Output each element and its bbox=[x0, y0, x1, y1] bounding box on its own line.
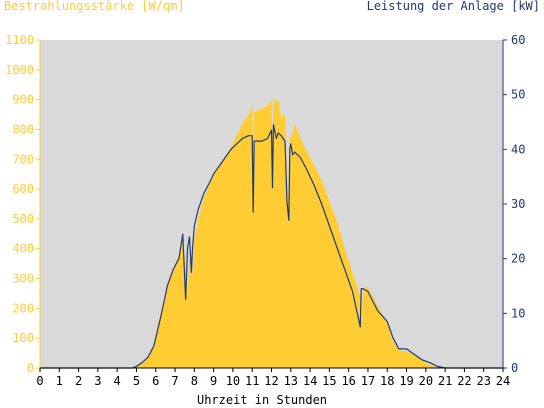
x-tick-label: 23 bbox=[476, 374, 490, 388]
left-tick-label: 1000 bbox=[5, 63, 34, 77]
left-tick-label: 700 bbox=[12, 152, 34, 166]
x-axis-label: Uhrzeit in Stunden bbox=[197, 393, 327, 407]
x-tick-label: 15 bbox=[322, 374, 336, 388]
left-tick-label: 500 bbox=[12, 212, 34, 226]
left-tick-label: 900 bbox=[12, 93, 34, 107]
x-tick-label: 0 bbox=[36, 374, 43, 388]
axis-layer: 0100200300400500600700800900100011000102… bbox=[5, 33, 525, 388]
x-tick-label: 19 bbox=[399, 374, 413, 388]
left-tick-label: 300 bbox=[12, 272, 34, 286]
x-tick-label: 13 bbox=[284, 374, 298, 388]
x-tick-label: 9 bbox=[210, 374, 217, 388]
right-tick-label: 30 bbox=[511, 197, 525, 211]
x-tick-label: 22 bbox=[457, 374, 471, 388]
x-tick-label: 18 bbox=[380, 374, 394, 388]
irradiance-area bbox=[40, 96, 503, 369]
x-tick-label: 20 bbox=[419, 374, 433, 388]
right-axis-title: Leistung der Anlage [kW] bbox=[367, 0, 540, 13]
x-tick-label: 16 bbox=[341, 374, 355, 388]
right-tick-label: 40 bbox=[511, 142, 525, 156]
right-tick-label: 50 bbox=[511, 88, 525, 102]
left-tick-label: 400 bbox=[12, 242, 34, 256]
x-tick-label: 7 bbox=[171, 374, 178, 388]
series-layer bbox=[40, 96, 503, 369]
left-tick-label: 1100 bbox=[5, 33, 34, 47]
x-tick-label: 12 bbox=[264, 374, 278, 388]
x-tick-label: 14 bbox=[303, 374, 317, 388]
left-tick-label: 800 bbox=[12, 122, 34, 136]
right-tick-label: 0 bbox=[511, 361, 518, 375]
x-tick-label: 24 bbox=[496, 374, 510, 388]
x-tick-label: 1 bbox=[56, 374, 63, 388]
power-line bbox=[40, 124, 503, 369]
right-tick-label: 60 bbox=[511, 33, 525, 47]
right-tick-label: 20 bbox=[511, 252, 525, 266]
x-tick-label: 8 bbox=[191, 374, 198, 388]
right-tick-label: 10 bbox=[511, 306, 525, 320]
left-axis-title: Bestrahlungsstärke [W/qm] bbox=[4, 0, 185, 13]
x-tick-label: 21 bbox=[438, 374, 452, 388]
x-tick-label: 4 bbox=[114, 374, 121, 388]
x-tick-label: 6 bbox=[152, 374, 159, 388]
x-tick-label: 2 bbox=[75, 374, 82, 388]
x-tick-label: 5 bbox=[133, 374, 140, 388]
x-tick-label: 10 bbox=[226, 374, 240, 388]
x-tick-label: 17 bbox=[361, 374, 375, 388]
left-tick-label: 200 bbox=[12, 301, 34, 315]
x-tick-label: 11 bbox=[245, 374, 259, 388]
left-tick-label: 0 bbox=[27, 361, 34, 375]
left-tick-label: 100 bbox=[12, 331, 34, 345]
x-tick-label: 3 bbox=[94, 374, 101, 388]
left-tick-label: 600 bbox=[12, 182, 34, 196]
